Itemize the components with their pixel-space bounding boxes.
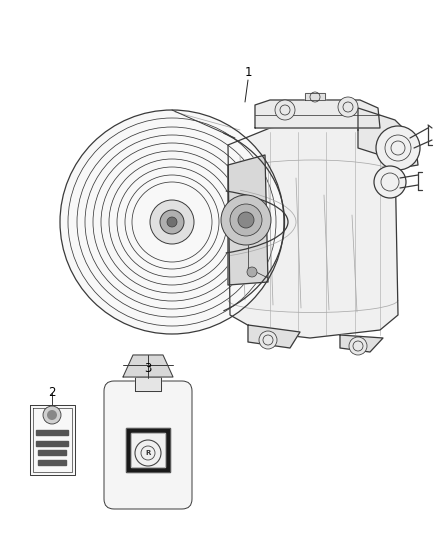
- Circle shape: [167, 217, 177, 227]
- Circle shape: [60, 110, 284, 334]
- Text: 3: 3: [144, 361, 152, 375]
- Circle shape: [349, 337, 367, 355]
- Polygon shape: [358, 108, 418, 168]
- Circle shape: [338, 97, 358, 117]
- Polygon shape: [305, 93, 325, 100]
- Circle shape: [47, 410, 57, 420]
- Circle shape: [150, 200, 194, 244]
- Circle shape: [230, 204, 262, 236]
- Polygon shape: [228, 155, 268, 285]
- Polygon shape: [228, 118, 398, 338]
- Polygon shape: [135, 377, 161, 391]
- Circle shape: [275, 100, 295, 120]
- Polygon shape: [248, 325, 300, 348]
- Text: 1: 1: [244, 66, 252, 78]
- Polygon shape: [38, 460, 66, 465]
- Circle shape: [238, 212, 254, 228]
- Polygon shape: [36, 430, 68, 435]
- Polygon shape: [126, 428, 170, 472]
- Polygon shape: [131, 433, 165, 467]
- Circle shape: [374, 166, 406, 198]
- Polygon shape: [340, 335, 383, 352]
- Polygon shape: [36, 441, 68, 446]
- Circle shape: [247, 267, 257, 277]
- Polygon shape: [38, 450, 66, 455]
- Circle shape: [376, 126, 420, 170]
- Text: R: R: [145, 450, 151, 456]
- Polygon shape: [30, 405, 75, 475]
- Circle shape: [259, 331, 277, 349]
- FancyBboxPatch shape: [104, 381, 192, 509]
- Polygon shape: [255, 100, 380, 128]
- Circle shape: [221, 195, 271, 245]
- Polygon shape: [123, 355, 173, 377]
- Circle shape: [43, 406, 61, 424]
- Text: 2: 2: [48, 385, 56, 399]
- Circle shape: [160, 210, 184, 234]
